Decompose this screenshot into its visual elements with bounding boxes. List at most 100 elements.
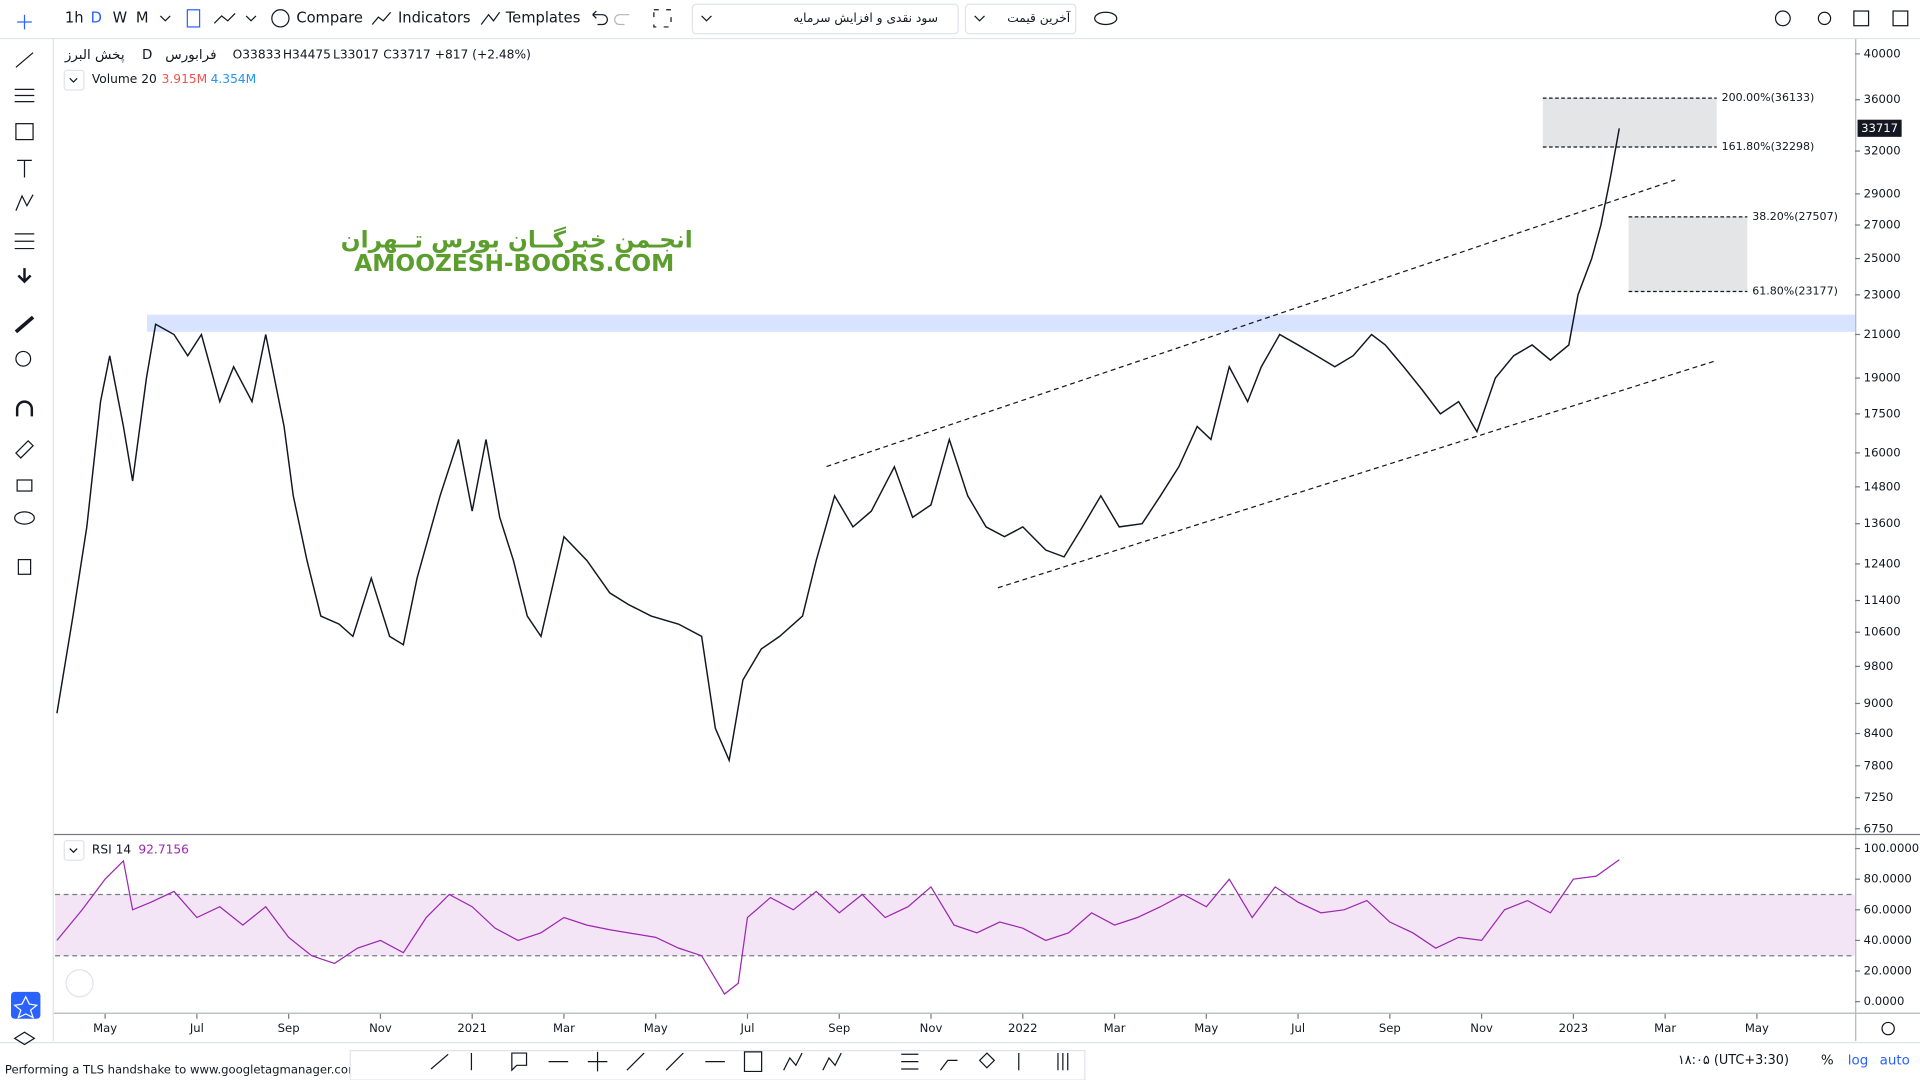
y-tick-label: 9800 (1864, 659, 1894, 673)
share-button[interactable] (1817, 11, 1832, 26)
y-tick-label: 21000 (1864, 327, 1901, 341)
collapse-button[interactable] (63, 69, 85, 91)
interval-button[interactable]: W (113, 9, 128, 26)
compare-button[interactable]: Compare (296, 9, 363, 26)
change: +817 (+2.48%) (435, 48, 531, 62)
undo-button[interactable] (592, 10, 608, 26)
y-tick-label: 27000 (1864, 218, 1901, 232)
dropdown-arrow[interactable] (159, 15, 171, 22)
templates-icon[interactable] (480, 11, 501, 25)
snapshot-button[interactable] (1853, 10, 1870, 27)
line-type-button[interactable] (213, 13, 236, 24)
dropdown-arrow[interactable] (245, 15, 257, 22)
pattern-tool[interactable] (15, 194, 34, 211)
watermark: انجـمن خبرگــان بورس تــهران (341, 226, 693, 254)
x-tick-label: Jul (739, 1021, 754, 1035)
volume-value: 4.354M (211, 72, 257, 86)
y-tick-label: 9000 (1864, 696, 1894, 710)
x-tick-label: Sep (278, 1021, 300, 1035)
lock-tool[interactable] (16, 479, 33, 492)
compare-icon[interactable] (271, 9, 290, 28)
templates-button[interactable]: Templates (505, 9, 581, 26)
support-zone (146, 314, 1856, 332)
ohlc-value: H34475 (283, 48, 331, 62)
collapse-arrow (69, 848, 78, 854)
settings-button[interactable] (1774, 10, 1791, 27)
objects-button[interactable] (13, 1031, 36, 1046)
crosshair-tool[interactable] (17, 14, 32, 30)
hide-tool[interactable] (14, 511, 35, 525)
zoom-tool[interactable] (15, 350, 32, 367)
y-tick-label: 36000 (1864, 92, 1901, 106)
interval-button[interactable]: M (136, 9, 149, 26)
magnet-tool[interactable] (15, 400, 34, 417)
y-tick-label: 16000 (1864, 445, 1901, 459)
clock: ۱۸:۰۵ (UTC+3:30) (1678, 1053, 1789, 1068)
chart-type-button[interactable] (186, 9, 201, 28)
scale-button[interactable]: % (1821, 1053, 1834, 1068)
fib-label: 61.80%(23177) (1752, 285, 1838, 298)
x-tick-label: May (1745, 1021, 1769, 1035)
delete-tool[interactable] (17, 558, 32, 575)
x-tick-label: 2022 (1008, 1021, 1038, 1035)
channel-line (826, 179, 1676, 468)
y-tick-label: 7250 (1864, 790, 1894, 804)
redo-button[interactable] (614, 14, 630, 26)
watchlist-button[interactable] (11, 991, 41, 1019)
x-tick-label: Jul (189, 1021, 204, 1035)
bottom-drawing-bar (349, 1050, 1086, 1080)
x-tick-label: Jul (1290, 1021, 1305, 1035)
shape-tool[interactable] (15, 123, 34, 141)
drawing-toolbar (14, 14, 35, 575)
fib-tool[interactable] (14, 88, 35, 103)
y-tick-label: 17500 (1864, 406, 1901, 420)
x-tick-label: May (1194, 1021, 1218, 1035)
visibility-button[interactable] (1094, 11, 1118, 26)
logo[interactable] (65, 969, 94, 998)
y-tick-label: 25000 (1864, 251, 1901, 265)
x-tick-label: Nov (369, 1021, 392, 1035)
scale-button[interactable]: auto (1880, 1053, 1910, 1068)
y-tick-label: 8400 (1864, 726, 1894, 740)
measure-tool[interactable] (14, 315, 35, 334)
y-tick-label: 60.0000 (1864, 902, 1912, 916)
indicators-button[interactable]: Indicators (398, 9, 471, 26)
drawing-icons[interactable] (430, 1051, 1069, 1073)
dropdown-label: آخرین قیمت (1007, 10, 1071, 26)
symbol: پخش البرز (64, 48, 125, 63)
x-tick-label: May (93, 1021, 117, 1035)
fullscreen-button[interactable] (653, 9, 672, 28)
icon-tool[interactable] (17, 268, 32, 284)
x-tick-label: 2023 (1559, 1021, 1589, 1035)
collapse-button[interactable] (63, 840, 85, 861)
dropdown[interactable] (964, 3, 1077, 35)
x-tick-label: Sep (1379, 1021, 1401, 1035)
layout-button[interactable] (1892, 10, 1909, 27)
x-tick-label: Mar (1104, 1021, 1126, 1035)
stay-drawing-tool[interactable] (15, 439, 34, 459)
interval: D (142, 48, 152, 63)
status-text: Performing a TLS handshake to www.google… (5, 1063, 370, 1077)
dropdown-arrow (701, 15, 712, 22)
y-tick-label: 10600 (1864, 625, 1901, 639)
interval-button[interactable]: D (91, 9, 102, 26)
y-tick-label: 12400 (1864, 556, 1901, 570)
trendline-tool[interactable] (15, 52, 34, 68)
x-tick-label: May (644, 1021, 668, 1035)
watermark: AMOOZESH-BOORS.COM (354, 250, 674, 277)
text-tool[interactable] (17, 159, 32, 178)
scale-button[interactable]: log (1848, 1053, 1869, 1068)
last-price-badge (1857, 119, 1902, 137)
y-tick-label: 40.0000 (1864, 933, 1912, 947)
prediction-tool[interactable] (14, 233, 35, 250)
x-tick-label: Sep (828, 1021, 850, 1035)
x-tick-label: Nov (920, 1021, 943, 1035)
dropdown[interactable] (691, 3, 959, 35)
indicators-icon[interactable] (371, 11, 392, 25)
interval-button[interactable]: 1h (65, 9, 84, 26)
rsi-label: RSI 14 (92, 842, 132, 856)
ohlc-value: L33017 (333, 48, 379, 62)
x-tick-label: Nov (1470, 1021, 1493, 1035)
axis-settings[interactable] (1881, 1021, 1895, 1036)
